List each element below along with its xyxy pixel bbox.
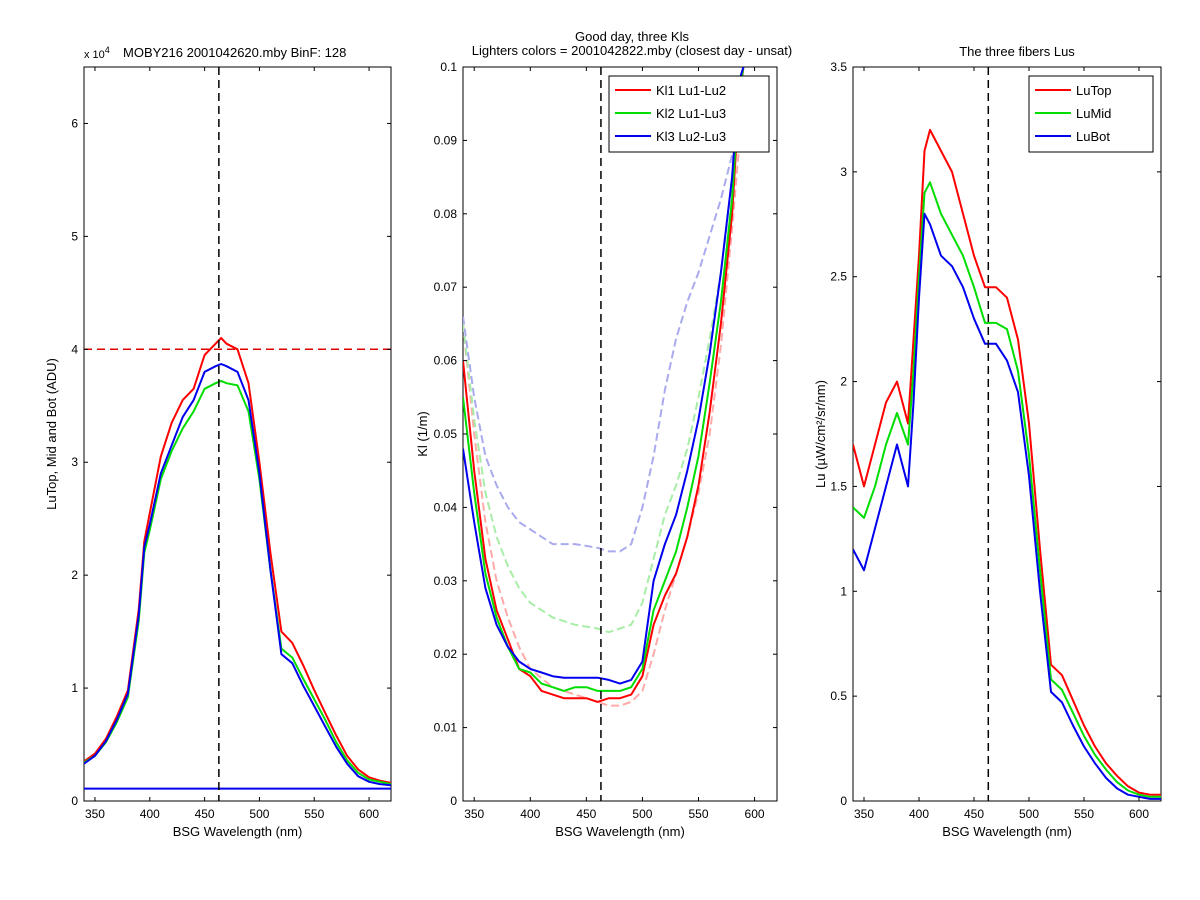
x-axis-label: BSG Wavelength (nm): [555, 824, 685, 839]
plot-area: [852, 66, 1162, 802]
panel3-title: The three fibers Lus: [959, 44, 1075, 59]
y-tick-label: 3: [71, 455, 78, 469]
legend-label: LuBot: [1076, 129, 1110, 144]
x-tick-label: 400: [520, 807, 540, 821]
figure-title-line2: Lighters colors = 2001042822.mby (closes…: [472, 43, 792, 58]
y-tick-label: 0: [71, 794, 78, 808]
series-line-lumid: [853, 181, 1161, 798]
y-tick-label: 1: [71, 681, 78, 695]
x-tick-label: 500: [632, 807, 652, 821]
y-tick-label: 1.5: [830, 479, 847, 493]
legend-label: LuTop: [1076, 83, 1111, 98]
panel-1: 350 400 450 500 550 600 0 1 2 3 4 5 6 BSG Wavelength …: [44, 66, 392, 839]
y-tick-label: 0.03: [434, 574, 458, 588]
panel-3: 350 400 450 500 550 600 0 0.5 1 1.5 2 2.5 3 3.5 BSG Wa…: [813, 60, 1162, 839]
legend: LuTop LuMid LuBot: [1028, 75, 1154, 153]
x-tick-label: 400: [140, 807, 160, 821]
y-tick-label: 0.08: [434, 207, 458, 221]
series-group: [463, 67, 745, 801]
x-tick-label: 450: [964, 807, 984, 821]
y-tick-label: 2.5: [830, 270, 847, 284]
x-tick-label: 400: [909, 807, 929, 821]
series-line-lutop: [853, 128, 1161, 796]
y-tick-label: 0.5: [830, 689, 847, 703]
x-tick-label: 450: [195, 807, 215, 821]
y-tick-label: 2: [840, 375, 847, 389]
legend-label: Kl3 Lu2-Lu3: [656, 129, 726, 144]
x-tick-label: 500: [249, 807, 269, 821]
x-axis-label: BSG Wavelength (nm): [173, 824, 303, 839]
legend-label: Kl2 Lu1-Lu3: [656, 106, 726, 121]
x-tick-label: 600: [745, 807, 765, 821]
legend-label: LuMid: [1076, 106, 1111, 121]
x-tick-label: 600: [359, 807, 379, 821]
x-tick-label: 550: [688, 807, 708, 821]
y-tick-label: 0.02: [434, 647, 458, 661]
y-tick-label: 0.07: [434, 280, 458, 294]
y-tick-label: 0.05: [434, 427, 458, 441]
figure-title-line1: Good day, three Kls: [575, 29, 689, 44]
plot-area: [462, 66, 778, 802]
series-line-5: [463, 88, 745, 553]
x-tick-label: 450: [576, 807, 596, 821]
y-axis-label: LuTop, Mid and Bot (ADU): [44, 358, 59, 510]
y-tick-label: 0.01: [434, 721, 458, 735]
series-group: [853, 67, 1161, 801]
series-line-lubot: [853, 212, 1161, 800]
x-tick-label: 350: [464, 807, 484, 821]
y-tick-label: 1: [840, 584, 847, 598]
y-tick-label: 6: [71, 116, 78, 130]
y-tick-label: 0.1: [440, 60, 457, 74]
y-tick-label: 3: [840, 165, 847, 179]
x-tick-label: 350: [854, 807, 874, 821]
x-axis-label: BSG Wavelength (nm): [942, 824, 1072, 839]
x-tick-label: 500: [1019, 807, 1039, 821]
y-axis-label: Kl (1/m): [415, 411, 430, 457]
y-tick-label: 0.06: [434, 354, 458, 368]
x-tick-label: 600: [1129, 807, 1149, 821]
plot-area: [83, 66, 392, 802]
y-tick-label: 3.5: [830, 60, 847, 74]
series-group: [84, 67, 391, 801]
x-tick-label: 350: [85, 807, 105, 821]
y-tick-label: 5: [71, 229, 78, 243]
series-line-4: [463, 81, 745, 634]
series-line-2: [84, 363, 391, 787]
series-line-kl2-lu1-lu3: [463, 67, 745, 692]
legend-label: Kl1 Lu1-Lu2: [656, 83, 726, 98]
y-tick-label: 0.09: [434, 133, 458, 147]
y-tick-label: 2: [71, 568, 78, 582]
y-tick-label: 0: [450, 794, 457, 808]
legend: Kl1 Lu1-Lu2 Kl2 Lu1-Lu3 Kl3 Lu2-Lu3: [608, 75, 770, 153]
y-axis-label: Lu (µW/cm²/sr/nm): [813, 380, 828, 488]
x-tick-label: 550: [304, 807, 324, 821]
y-tick-label: 0: [840, 794, 847, 808]
series-line-kl3-lu2-lu3: [463, 67, 745, 685]
y-exponent-label: x 104: [84, 45, 110, 61]
x-tick-label: 550: [1074, 807, 1094, 821]
y-tick-label: 4: [71, 342, 78, 356]
y-tick-label: 0.04: [434, 500, 458, 514]
series-line-kl1-lu1-lu2: [463, 67, 745, 703]
panel-2: 350 400 450 500 550 600 0 0.01 0.02 0.03 0.04 0.05 0…: [415, 60, 778, 839]
panel1-title: MOBY216 2001042620.mby BinF: 128: [123, 45, 346, 60]
